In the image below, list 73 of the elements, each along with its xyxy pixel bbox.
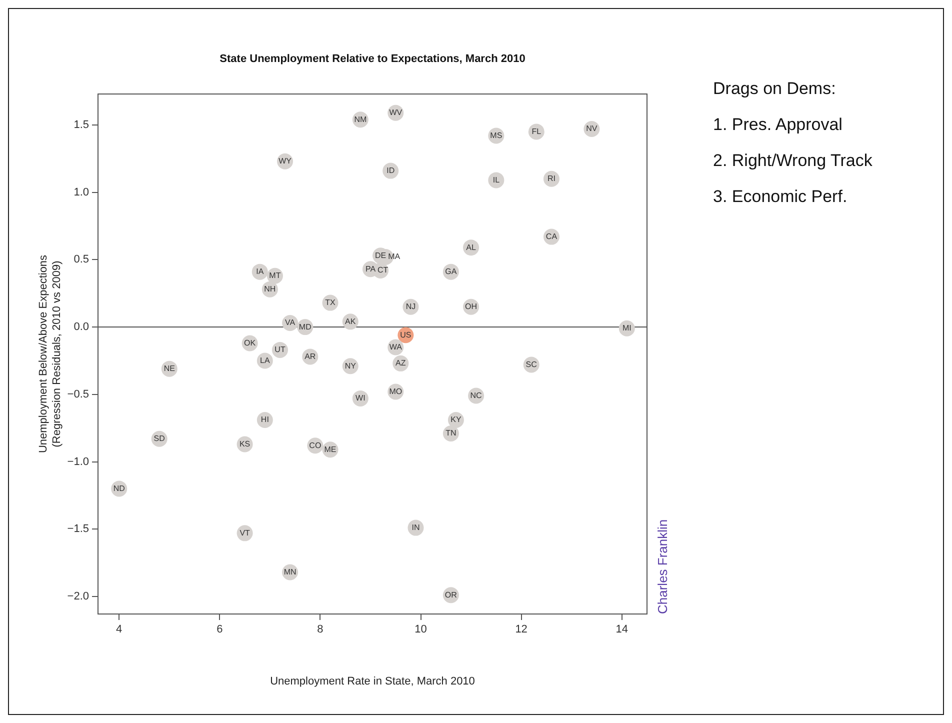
annotation: KY: [450, 415, 462, 424]
annotation: MT: [269, 271, 281, 280]
y-tick-label: 1.0: [74, 186, 89, 198]
annotation: SC: [526, 360, 538, 369]
annotation: AK: [345, 316, 356, 326]
annotation: LA: [260, 356, 270, 365]
annotation: NM: [354, 114, 367, 124]
y-tick-label: 0.5: [74, 254, 89, 266]
x-tick-label: 8: [317, 624, 324, 636]
annotation: WI: [356, 394, 366, 403]
annotation: MA: [388, 252, 401, 262]
annotation: WA: [389, 342, 403, 352]
annotation: OK: [244, 338, 256, 348]
annotation: OH: [465, 302, 478, 312]
annotation: TX: [325, 298, 336, 308]
annotation: KS: [239, 439, 250, 448]
annotation: NJ: [406, 302, 416, 312]
annotation: CA: [546, 232, 558, 241]
annotation: RI: [547, 174, 556, 184]
text: 1. Pres. Approval: [713, 114, 844, 136]
y-tick-label: −2.0: [67, 590, 89, 603]
text: 2. Right/Wrong Track: [713, 150, 872, 172]
annotation: AL: [466, 242, 476, 252]
annotation: FL: [532, 126, 542, 136]
annotation: HI: [260, 415, 269, 424]
x-tick-label: 12: [515, 624, 528, 636]
annotation: MS: [490, 130, 502, 140]
x-tick-label: 14: [616, 624, 628, 636]
annotation: WV: [389, 108, 403, 118]
text: 3. Economic Perf.: [713, 186, 848, 208]
x-tick-label: 4: [116, 624, 122, 636]
annotation: TN: [446, 428, 456, 438]
annotation: GA: [445, 267, 458, 276]
annotation: IA: [256, 267, 264, 276]
x-tick-label: 10: [414, 624, 427, 636]
annotation: NY: [344, 361, 357, 370]
annotation: OR: [444, 590, 458, 600]
annotation: SD: [154, 434, 166, 444]
annotation: ID: [386, 166, 395, 175]
annotation: UT: [274, 345, 286, 354]
y-tick-label: −0.5: [67, 388, 89, 400]
annotation: NC: [470, 390, 482, 400]
y-tick-label: −1.0: [67, 456, 89, 468]
text: Charles Franklin: [655, 519, 670, 614]
annotation: CT: [378, 266, 388, 275]
annotation: IN: [412, 522, 420, 532]
annotation: DE: [374, 250, 386, 260]
annotation: US: [400, 330, 412, 340]
annotation: AZ: [396, 358, 406, 368]
annotation: VA: [285, 318, 296, 328]
y-tick-label: 0.0: [74, 321, 89, 334]
annotation: NH: [264, 284, 276, 294]
x-tick-label: 6: [216, 624, 223, 636]
annotation: NE: [164, 364, 175, 374]
x-axis-title: Unemployment Rate in State, March 2010: [270, 675, 475, 688]
y-axis-title: Unemployment Below/Above Expections (Regression Residuals, 2010 vs 2009): [38, 254, 63, 454]
annotation: NV: [586, 124, 598, 134]
annotation: ME: [324, 444, 336, 454]
y-tick-label: −1.5: [67, 523, 89, 536]
annotation: CO: [309, 440, 322, 450]
annotation: ND: [113, 484, 126, 493]
annotation: VT: [240, 528, 250, 538]
annotation: WY: [278, 156, 292, 166]
annotation: IL: [492, 175, 500, 184]
annotation: MI: [622, 324, 632, 333]
annotation: MN: [284, 567, 296, 576]
annotation: MO: [389, 386, 402, 396]
annotation: AR: [304, 352, 316, 361]
text: Drags on Dems:: [713, 78, 837, 100]
annotation: MD: [298, 322, 312, 332]
y-tick-label: 1.5: [74, 119, 89, 132]
chart-title: State Unemployment Relative to Expectations, March 2010: [220, 53, 526, 66]
annotation: PA: [365, 264, 376, 274]
